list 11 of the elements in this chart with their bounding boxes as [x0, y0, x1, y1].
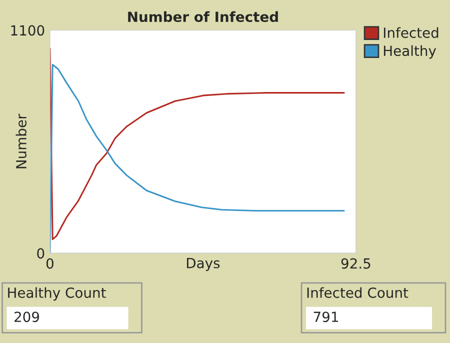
legend-label: Healthy	[384, 45, 436, 59]
y-tick-label: 1100	[11, 25, 44, 36]
chart-title: Number of Infected	[128, 11, 278, 22]
text: 791	[314, 312, 338, 322]
text: 209	[14, 312, 40, 322]
text: Infected Count	[307, 287, 408, 298]
text: Healthy Count	[8, 287, 106, 301]
y-axis-title: Number	[16, 114, 26, 168]
x-tick-label: 92.5	[341, 258, 370, 269]
legend-label: Infected	[384, 27, 438, 38]
x-axis-title: Days	[186, 258, 220, 271]
